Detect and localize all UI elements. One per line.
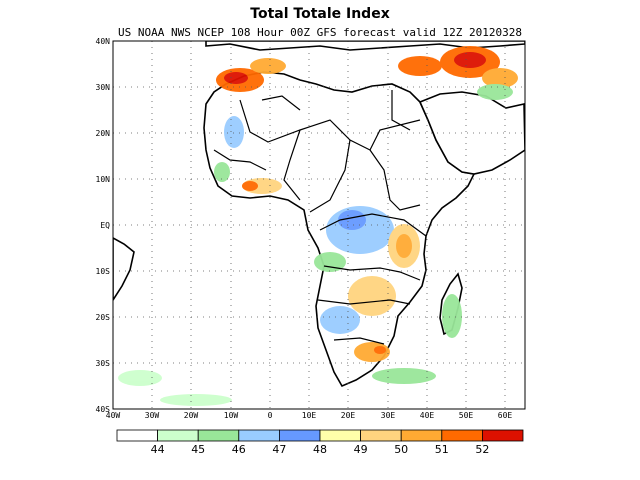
colorbar-swatch (238, 429, 280, 442)
colorbar-label: 46 (232, 443, 246, 456)
index-shading (118, 46, 518, 406)
map-border (112, 40, 526, 410)
colorbar-label: 48 (313, 443, 327, 456)
colorbar-swatch (441, 429, 483, 442)
lat-label: 10N (96, 175, 111, 184)
lon-label: 40E (420, 411, 435, 420)
colorbar-label: 44 (151, 443, 165, 456)
lon-label: 20W (184, 411, 199, 420)
colorbar-label: 45 (191, 443, 205, 456)
lat-labels: 40N 30N 20N 10N EQ 10S 20S 30S 40S (96, 37, 111, 414)
colorbar-swatch (481, 429, 524, 442)
map-title: Total Totale Index (250, 6, 390, 22)
map-subtitle: US NOAA NWS NCEP 108 Hour 00Z GFS foreca… (118, 26, 522, 39)
graticule (113, 41, 525, 409)
colorbar-labels: 44 45 46 47 48 49 50 51 52 (151, 443, 490, 456)
lat-label: 20N (96, 129, 111, 138)
colorbar-swatch (197, 429, 240, 442)
colorbar-swatch (400, 429, 443, 442)
lon-label: 10W (224, 411, 239, 420)
lat-label: EQ (100, 221, 110, 230)
lon-label: 40W (106, 411, 121, 420)
lat-label: 10S (96, 267, 111, 276)
colorbar-swatch (319, 429, 361, 442)
country-borders (213, 90, 427, 345)
lon-label: 30E (381, 411, 396, 420)
colorbar-swatch (278, 429, 321, 442)
lat-label: 30S (96, 359, 111, 368)
south-america-landmass (113, 237, 135, 302)
lon-label: 10E (302, 411, 317, 420)
lon-label: 50E (459, 411, 474, 420)
lon-label: 30W (145, 411, 160, 420)
colorbar (116, 429, 524, 442)
lon-labels: 40W 30W 20W 10W 0 10E 20E 30E 40E 50E 60… (106, 411, 513, 420)
colorbar-label: 47 (272, 443, 286, 456)
colorbar-label: 50 (394, 443, 408, 456)
colorbar-label: 49 (354, 443, 368, 456)
colorbar-swatch (116, 429, 158, 442)
lon-label: 60E (498, 411, 513, 420)
colorbar-label: 52 (475, 443, 489, 456)
colorbar-swatch (360, 429, 402, 442)
lat-label: 30N (96, 83, 111, 92)
lon-label: 20E (341, 411, 356, 420)
lon-label: 0 (268, 411, 273, 420)
europe-landmass (205, 41, 525, 51)
map-content (113, 41, 525, 409)
colorbar-label: 51 (435, 443, 449, 456)
lat-label: 40N (96, 37, 111, 46)
lat-label: 20S (96, 313, 111, 322)
colorbar-swatch (157, 429, 199, 442)
arabia-landmass (418, 91, 525, 175)
lat-label: 40S (96, 405, 111, 414)
